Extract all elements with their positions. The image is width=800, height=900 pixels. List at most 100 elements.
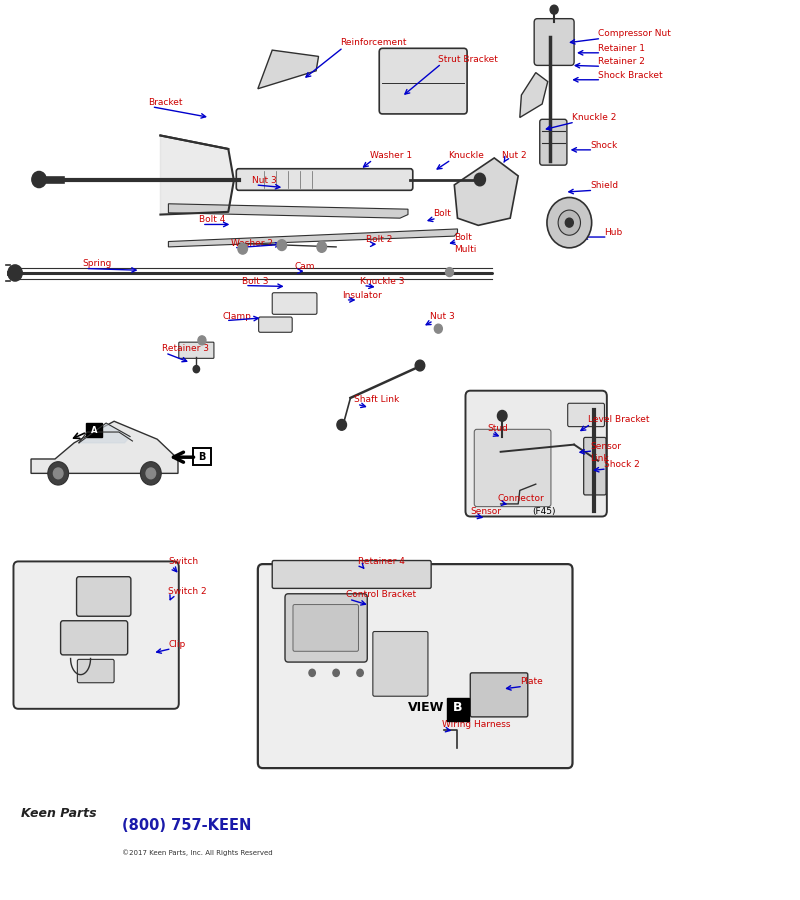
Text: B: B [453, 701, 462, 715]
Text: Bolt: Bolt [454, 232, 472, 241]
Text: B: B [198, 452, 206, 463]
Text: Level Bracket: Level Bracket [588, 415, 649, 424]
FancyBboxPatch shape [379, 49, 467, 114]
Circle shape [309, 670, 315, 677]
Text: Bolt 3: Bolt 3 [242, 276, 268, 285]
Text: Bracket: Bracket [149, 98, 183, 107]
Text: Knuckle 2: Knuckle 2 [572, 113, 616, 122]
Circle shape [238, 243, 247, 254]
Text: Cam: Cam [294, 262, 315, 271]
FancyBboxPatch shape [193, 448, 210, 465]
FancyBboxPatch shape [534, 19, 574, 66]
Text: Link: Link [590, 454, 609, 464]
FancyBboxPatch shape [77, 577, 131, 616]
FancyBboxPatch shape [293, 605, 358, 652]
Text: Retainer 3: Retainer 3 [162, 344, 209, 353]
FancyBboxPatch shape [258, 317, 292, 332]
Polygon shape [169, 203, 408, 218]
Text: Strut Bracket: Strut Bracket [438, 55, 498, 64]
Text: Shock Bracket: Shock Bracket [598, 71, 662, 80]
Polygon shape [169, 229, 458, 247]
Text: Nut 2: Nut 2 [502, 151, 527, 160]
Text: Knuckle: Knuckle [448, 151, 484, 160]
Text: Bolt 2: Bolt 2 [366, 235, 393, 244]
Text: (F45): (F45) [532, 507, 555, 516]
Text: Sensor: Sensor [590, 442, 621, 451]
Circle shape [54, 468, 63, 479]
FancyBboxPatch shape [78, 660, 114, 683]
FancyBboxPatch shape [466, 391, 607, 517]
FancyBboxPatch shape [258, 564, 573, 768]
Text: Reinforcement: Reinforcement [340, 39, 406, 48]
Text: Nut 3: Nut 3 [252, 176, 277, 184]
Polygon shape [79, 423, 130, 443]
FancyBboxPatch shape [584, 437, 606, 495]
FancyBboxPatch shape [14, 562, 178, 709]
Text: Knuckle 3: Knuckle 3 [360, 276, 405, 285]
Circle shape [415, 360, 425, 371]
Text: Shock 2: Shock 2 [604, 460, 639, 469]
FancyBboxPatch shape [285, 594, 367, 662]
FancyBboxPatch shape [272, 561, 431, 589]
Text: Control Bracket: Control Bracket [346, 590, 416, 599]
FancyBboxPatch shape [474, 429, 551, 507]
Circle shape [434, 324, 442, 333]
Text: Sensor: Sensor [470, 507, 502, 516]
Text: Clamp: Clamp [222, 311, 251, 320]
Text: Retainer 1: Retainer 1 [598, 44, 645, 53]
Circle shape [32, 171, 46, 187]
Text: Hub: Hub [605, 228, 622, 237]
Circle shape [550, 5, 558, 14]
Polygon shape [31, 421, 178, 473]
Text: Shield: Shield [590, 181, 618, 190]
Text: Keen Parts: Keen Parts [21, 807, 96, 821]
Circle shape [498, 410, 507, 421]
Text: Connector: Connector [498, 494, 544, 503]
FancyBboxPatch shape [373, 632, 428, 697]
Polygon shape [258, 50, 318, 89]
Circle shape [333, 670, 339, 677]
Text: Bolt 4: Bolt 4 [198, 215, 225, 224]
Circle shape [8, 265, 22, 281]
Circle shape [317, 241, 326, 252]
Circle shape [146, 468, 156, 479]
Text: Wiring Harness: Wiring Harness [442, 721, 510, 730]
Circle shape [48, 462, 69, 485]
FancyBboxPatch shape [61, 621, 128, 655]
Text: Retainer 4: Retainer 4 [358, 557, 406, 566]
Text: Nut 3: Nut 3 [430, 311, 455, 320]
FancyBboxPatch shape [272, 292, 317, 314]
Circle shape [277, 239, 286, 250]
Text: Shaft Link: Shaft Link [354, 395, 399, 404]
Text: Insulator: Insulator [342, 291, 382, 300]
Text: Retainer 2: Retainer 2 [598, 58, 645, 67]
Text: Shock: Shock [590, 141, 618, 150]
Text: Switch: Switch [169, 557, 198, 566]
Text: Switch 2: Switch 2 [169, 588, 207, 597]
Circle shape [446, 267, 454, 276]
Text: Clip: Clip [169, 640, 186, 649]
Circle shape [547, 197, 592, 248]
Circle shape [193, 365, 199, 373]
Text: Stud: Stud [488, 424, 509, 433]
Text: Bolt: Bolt [434, 209, 451, 218]
FancyBboxPatch shape [568, 403, 605, 427]
Text: (800) 757-KEEN: (800) 757-KEEN [122, 818, 251, 833]
FancyBboxPatch shape [470, 673, 528, 717]
Polygon shape [161, 136, 234, 214]
Polygon shape [454, 158, 518, 225]
Text: A: A [91, 426, 98, 435]
Circle shape [357, 670, 363, 677]
Circle shape [474, 173, 486, 185]
FancyBboxPatch shape [86, 423, 102, 437]
Circle shape [337, 419, 346, 430]
Text: Washer 1: Washer 1 [370, 151, 412, 160]
FancyBboxPatch shape [447, 698, 469, 722]
Text: Plate: Plate [520, 678, 542, 687]
Polygon shape [520, 73, 548, 118]
Circle shape [566, 218, 574, 227]
Text: Compressor Nut: Compressor Nut [598, 30, 671, 39]
FancyBboxPatch shape [540, 120, 567, 165]
Text: VIEW: VIEW [407, 701, 444, 715]
Text: Multi: Multi [454, 245, 477, 254]
